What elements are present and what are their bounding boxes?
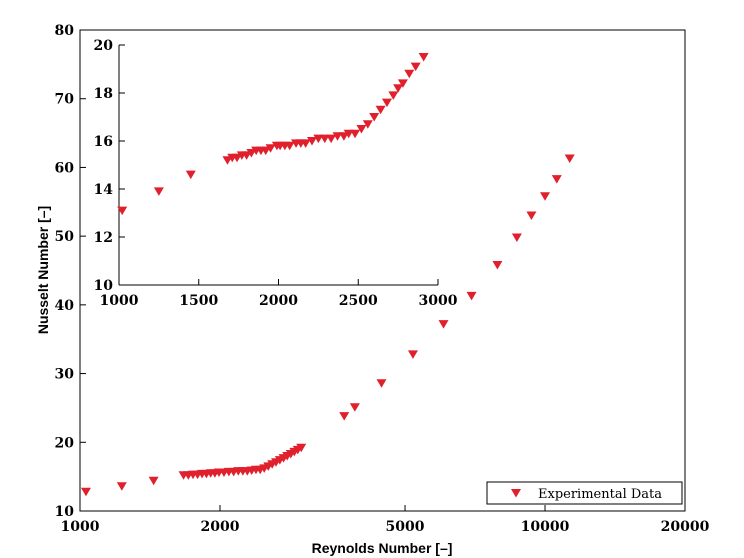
main-x-tick-label: 1000 — [61, 519, 100, 535]
inset-data-point — [185, 170, 196, 180]
main-x-tick-label: 5000 — [386, 519, 425, 535]
inset-data-point — [284, 141, 295, 151]
inset-data-point — [306, 137, 317, 146]
main-y-tick-label: 80 — [55, 23, 75, 39]
inset-data-point — [397, 79, 408, 88]
main-x-tick-label: 10000 — [521, 519, 570, 535]
inset-y-ticks: 10 12 14 16 18 20 — [94, 38, 125, 294]
inset-data-point — [300, 139, 311, 148]
inset-y-tick-label: 12 — [94, 230, 113, 246]
main-data-point — [466, 291, 477, 301]
main-data-point — [116, 482, 127, 491]
inset-y-tick-label: 16 — [94, 134, 113, 150]
inset-x-tick-label: 2000 — [259, 293, 298, 309]
inset-data-point — [362, 120, 373, 129]
inset-data-point — [369, 113, 380, 122]
inset-data-point — [350, 129, 361, 139]
main-data-point — [376, 379, 387, 388]
main-y-tick-label: 60 — [55, 160, 75, 176]
main-data-point — [407, 350, 418, 359]
y-axis-label: Nusselt Number [–] — [35, 206, 51, 334]
main-data-point — [296, 443, 307, 453]
inset-x-ticks: 1000 1500 2000 2500 3000 — [100, 279, 458, 309]
inset-x-tick-label: 1500 — [179, 293, 218, 309]
main-data-point — [492, 261, 503, 270]
inset-data-point — [418, 53, 429, 62]
legend-entry-experimental-data: Experimental Data — [538, 487, 662, 502]
main-data-point — [511, 233, 522, 243]
main-y-tick-label: 50 — [55, 229, 75, 245]
inset-data-point — [356, 125, 367, 134]
inset-data-point — [117, 206, 128, 216]
inset-background — [119, 45, 438, 285]
inset-y-tick-label: 10 — [94, 278, 114, 294]
inset-x-tick-label: 2500 — [339, 293, 378, 309]
inset-data-point — [375, 105, 386, 115]
main-axes: 1000 2000 5000 10000 20000 1020304050607080 … — [35, 23, 710, 556]
inset-data-point — [410, 62, 421, 72]
inset-y-tick-label: 18 — [94, 86, 113, 102]
main-y-tick-label: 20 — [55, 435, 75, 451]
main-data-point — [80, 487, 91, 497]
main-y-ticks: 10 20 30 40 50 60 70 80 — [55, 23, 86, 520]
main-data-point — [148, 476, 159, 486]
inset-data-point — [388, 91, 399, 100]
inset-data-point — [381, 98, 392, 108]
inset-y-tick-label: 14 — [94, 182, 114, 198]
main-data-points — [80, 154, 575, 497]
main-y-tick-label: 40 — [55, 298, 75, 314]
inset-data-point — [393, 84, 404, 93]
inset-data-point — [319, 134, 330, 144]
inset-data-point — [313, 134, 324, 144]
main-y-tick-label: 30 — [55, 367, 75, 383]
main-data-point — [564, 154, 575, 163]
legend-box — [486, 481, 683, 505]
main-plot-frame — [79, 29, 686, 512]
inset-data-point — [404, 69, 415, 79]
inset-data-point — [343, 129, 354, 139]
inset-y-tick-label: 20 — [94, 38, 114, 54]
main-x-ticks: 1000 2000 5000 10000 20000 — [61, 505, 710, 535]
main-y-tick-label: 10 — [55, 504, 75, 520]
main-data-point — [349, 403, 360, 412]
inset-data-point — [153, 187, 164, 196]
main-data-point — [438, 320, 449, 329]
main-data-point — [540, 192, 551, 201]
main-data-point — [526, 211, 537, 221]
inset-axes: 1000 1500 2000 2500 3000 10 12 14 16 18 20 — [94, 38, 458, 309]
legend: Experimental Data — [486, 481, 683, 505]
inset-data-point — [326, 134, 337, 144]
main-x-tick-label: 2000 — [200, 519, 239, 535]
main-x-tick-label: 20000 — [661, 519, 710, 535]
inset-data-points — [117, 53, 429, 216]
inset-data-point — [332, 132, 343, 141]
legend-marker — [511, 489, 521, 498]
x-axis-label: Reynolds Number [–] — [312, 540, 453, 556]
main-data-point — [339, 412, 350, 421]
main-y-tick-label: 70 — [55, 92, 75, 108]
main-data-point — [551, 175, 562, 184]
inset-x-tick-label: 1000 — [100, 293, 139, 309]
inset-data-point — [265, 144, 276, 153]
inset-x-tick-label: 3000 — [419, 293, 458, 309]
